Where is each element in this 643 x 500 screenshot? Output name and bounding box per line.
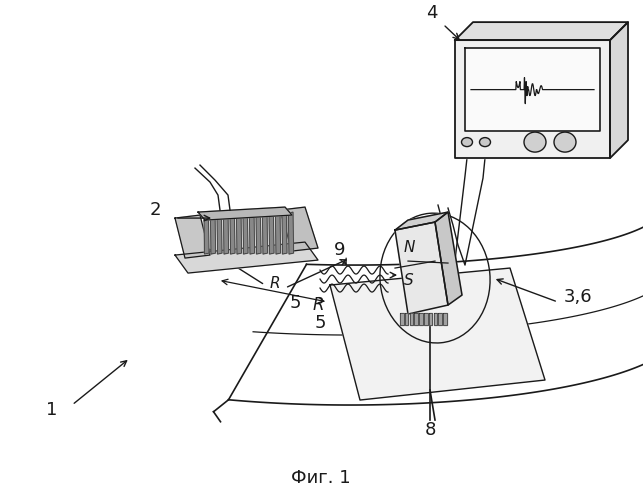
Polygon shape (217, 212, 222, 254)
Text: 2: 2 (149, 201, 161, 219)
Text: N: N (403, 240, 415, 255)
Polygon shape (249, 212, 255, 254)
Polygon shape (435, 212, 462, 305)
Text: Фиг. 1: Фиг. 1 (291, 469, 351, 487)
Polygon shape (419, 313, 422, 325)
Text: S: S (404, 273, 414, 288)
Text: 4: 4 (426, 4, 438, 22)
Polygon shape (280, 207, 318, 251)
Polygon shape (256, 212, 261, 254)
Text: 5: 5 (289, 294, 301, 312)
Text: 8: 8 (424, 421, 436, 439)
Polygon shape (610, 22, 628, 158)
Polygon shape (282, 212, 287, 254)
Polygon shape (433, 313, 437, 325)
Text: 9: 9 (334, 241, 346, 259)
Ellipse shape (480, 138, 491, 146)
Polygon shape (455, 40, 610, 158)
Ellipse shape (554, 132, 576, 152)
Polygon shape (175, 215, 210, 258)
Polygon shape (269, 212, 274, 254)
Text: R: R (269, 276, 280, 291)
Polygon shape (330, 268, 545, 400)
Polygon shape (400, 313, 404, 325)
Polygon shape (395, 212, 448, 230)
Polygon shape (410, 313, 413, 325)
Polygon shape (465, 48, 600, 131)
Polygon shape (289, 212, 293, 254)
Polygon shape (243, 212, 248, 254)
Text: 5: 5 (314, 314, 326, 332)
Polygon shape (395, 222, 448, 314)
Text: R: R (312, 296, 323, 314)
Polygon shape (439, 313, 442, 325)
Ellipse shape (524, 132, 546, 152)
Polygon shape (262, 212, 267, 254)
Polygon shape (275, 212, 280, 254)
Polygon shape (414, 313, 418, 325)
Polygon shape (175, 242, 318, 273)
Text: 3,6: 3,6 (564, 288, 592, 306)
Polygon shape (210, 212, 215, 254)
Ellipse shape (462, 138, 473, 146)
Polygon shape (429, 313, 432, 325)
Polygon shape (455, 22, 628, 40)
Polygon shape (198, 207, 292, 220)
Text: 1: 1 (46, 401, 58, 419)
Polygon shape (405, 313, 408, 325)
Polygon shape (443, 313, 447, 325)
Polygon shape (224, 212, 228, 254)
Polygon shape (204, 212, 209, 254)
Polygon shape (424, 313, 428, 325)
Polygon shape (237, 212, 242, 254)
Polygon shape (230, 212, 235, 254)
